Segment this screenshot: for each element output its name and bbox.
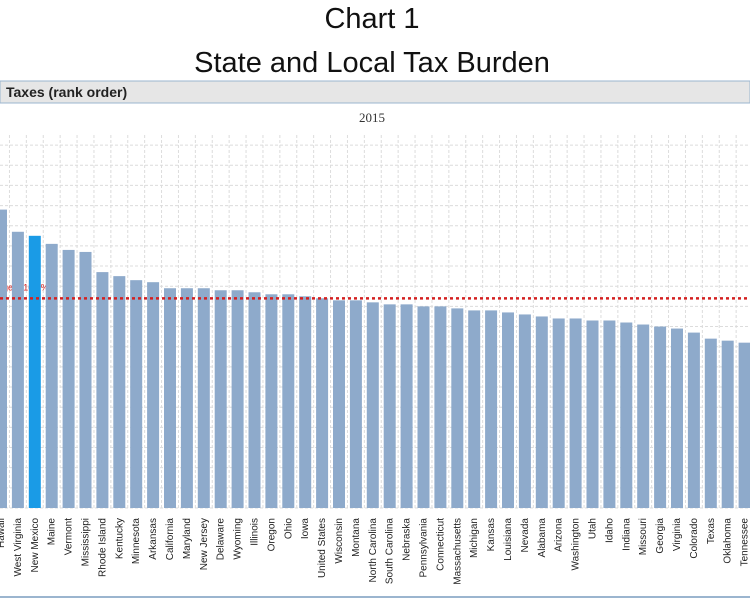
bar <box>265 294 278 508</box>
panel-title: Taxes (rank order) <box>6 84 127 100</box>
bar <box>96 272 109 508</box>
bar <box>45 243 58 508</box>
x-tick-label: West Virginia <box>13 518 24 577</box>
panel-header <box>0 80 750 104</box>
x-tick-label: Vermont <box>64 518 75 555</box>
x-tick-label: Nevada <box>520 518 531 553</box>
x-tick-label: Arizona <box>554 518 565 552</box>
bar <box>164 288 176 508</box>
bar <box>586 320 599 508</box>
x-tick-label: Louisiana <box>503 518 514 561</box>
bar <box>485 310 498 508</box>
x-tick-label: South Carolina <box>385 518 396 585</box>
x-tick-label: Delaware <box>216 518 227 561</box>
bar <box>0 209 7 508</box>
x-tick-label: Texas <box>706 518 717 544</box>
bar <box>671 328 683 508</box>
x-tick-label: Washington <box>571 518 582 570</box>
x-tick-label: Kentucky <box>114 518 125 559</box>
x-tick-label: Ohio <box>283 518 294 540</box>
x-tick-label: United States <box>317 518 328 578</box>
bar <box>62 249 75 509</box>
x-tick-label: Virginia <box>672 518 683 552</box>
bar <box>113 276 126 508</box>
x-tick-label: California <box>165 518 176 561</box>
bar <box>147 282 160 508</box>
bar <box>349 300 362 508</box>
bar <box>248 292 261 508</box>
bar <box>316 298 329 508</box>
x-tick-label: North Carolina <box>368 518 379 583</box>
x-tick-label: Oregon <box>266 518 277 551</box>
x-tick-label: Rhode Island <box>97 518 108 577</box>
bar <box>417 306 430 508</box>
bar <box>552 318 565 508</box>
bar <box>451 308 464 508</box>
bar <box>333 300 345 508</box>
bar <box>299 296 312 508</box>
x-tick-label: Connecticut <box>435 518 446 571</box>
x-tick-label: Massachusetts <box>452 518 463 585</box>
x-tick-label: New Mexico <box>30 518 41 573</box>
bar <box>738 342 750 508</box>
x-tick-label: Nebraska <box>402 518 413 561</box>
x-tick-label: Maine <box>47 518 58 546</box>
bar <box>654 326 667 508</box>
bar <box>721 340 734 508</box>
bar <box>687 332 700 508</box>
bar <box>197 288 210 508</box>
bar <box>231 290 244 508</box>
bar <box>468 310 481 508</box>
bar <box>383 304 396 508</box>
chart-title: Chart 1 <box>324 3 419 35</box>
bar <box>637 324 650 508</box>
x-tick-label: Missouri <box>638 518 649 555</box>
x-tick-label: Maryland <box>182 518 193 559</box>
x-tick-label: Iowa <box>300 518 311 540</box>
bar <box>434 306 447 508</box>
x-tick-label: Hawaii <box>0 518 7 548</box>
x-tick-label: Illinois <box>250 518 261 546</box>
x-tick-label: Wisconsin <box>334 518 345 564</box>
bar <box>366 302 379 508</box>
x-tick-label: Alabama <box>537 518 548 558</box>
bar <box>79 251 92 508</box>
bar <box>282 294 295 508</box>
x-tick-label: Wyoming <box>233 518 244 560</box>
bar <box>518 314 531 508</box>
bar <box>130 280 143 508</box>
bar <box>603 320 616 508</box>
bar <box>214 290 227 508</box>
bar <box>620 322 633 508</box>
bar <box>535 316 548 508</box>
bar <box>502 312 514 508</box>
x-tick-label: Mississippi <box>81 518 92 566</box>
bar <box>180 288 193 508</box>
x-tick-label: Michigan <box>469 518 480 558</box>
bar <box>28 235 41 509</box>
bar <box>11 231 24 508</box>
bar <box>400 304 413 508</box>
plot-title: 2015 <box>359 110 385 125</box>
x-tick-label: Indiana <box>621 518 632 551</box>
x-tick-label: Arkansas <box>148 518 159 560</box>
bar <box>569 318 582 508</box>
x-tick-label: Tennessee <box>740 518 750 567</box>
reference-label: age = 10.4% <box>0 282 49 292</box>
x-tick-label: Kansas <box>486 518 497 551</box>
x-tick-label: Minnesota <box>131 518 142 565</box>
x-tick-label: Utah <box>588 518 599 539</box>
x-tick-label: Pennsylvania <box>419 518 430 578</box>
chart-subtitle: State and Local Tax Burden <box>194 47 550 79</box>
x-tick-label: Colorado <box>689 518 700 559</box>
x-tick-label: Montana <box>351 518 362 557</box>
x-tick-label: Oklahoma <box>723 518 734 564</box>
x-tick-label: New Jersey <box>199 518 210 570</box>
x-tick-label: Georgia <box>655 518 666 554</box>
x-tick-label: Idaho <box>604 518 615 543</box>
bar <box>704 338 717 508</box>
